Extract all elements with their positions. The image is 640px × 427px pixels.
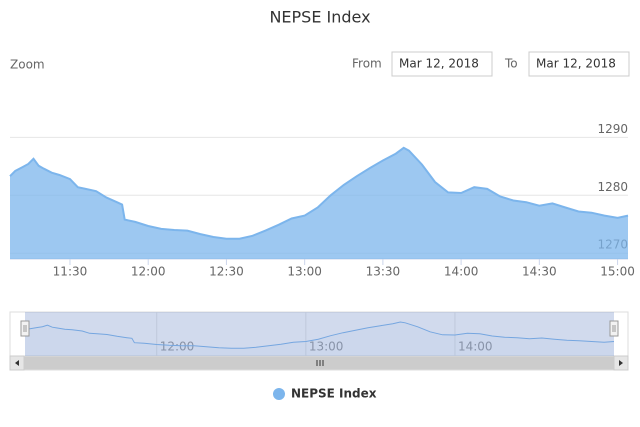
x-tick-label: 13:30: [366, 265, 401, 279]
to-input[interactable]: [528, 51, 630, 77]
navigator-mask: [25, 312, 614, 356]
to-date[interactable]: Mar 12, 2018: [536, 57, 616, 71]
from-date[interactable]: Mar 12, 2018: [399, 57, 479, 71]
to-label: To: [504, 57, 518, 71]
chart-title: NEPSE Index: [269, 8, 370, 27]
navigator-handle[interactable]: [20, 320, 30, 337]
from-input[interactable]: [391, 51, 493, 77]
area-fill: [10, 147, 628, 259]
legend-label[interactable]: NEPSE Index: [291, 387, 377, 401]
navigator-tick-label: 12:00: [160, 340, 195, 354]
y-tick-label: 1290: [597, 122, 628, 136]
handle-grip: [612, 325, 616, 332]
scrollbar-grip: [316, 360, 324, 366]
x-tick-label: 13:00: [287, 265, 322, 279]
navigator-line: [24, 321, 615, 349]
x-tick-label: 14:30: [522, 265, 557, 279]
arrow-left: [15, 360, 19, 366]
area-line: [9, 146, 629, 240]
zoom-label: Zoom: [10, 58, 45, 72]
handle-grip: [23, 325, 27, 332]
navigator-handle[interactable]: [609, 320, 619, 337]
x-tick-label: 11:30: [53, 265, 88, 279]
x-tick-label: 15:00: [600, 265, 635, 279]
navigator-frame: [9, 311, 629, 357]
x-tick-label: 14:00: [444, 265, 479, 279]
navigator-tick-label: 14:00: [458, 340, 493, 354]
navigator-tick-label: 13:00: [309, 340, 344, 354]
from-label: From: [352, 57, 382, 71]
x-tick-label: 12:00: [131, 265, 166, 279]
y-tick-label: 1280: [597, 180, 628, 194]
x-tick-label: 12:30: [209, 265, 244, 279]
legend-marker: [273, 388, 285, 400]
arrow-right: [619, 360, 623, 366]
